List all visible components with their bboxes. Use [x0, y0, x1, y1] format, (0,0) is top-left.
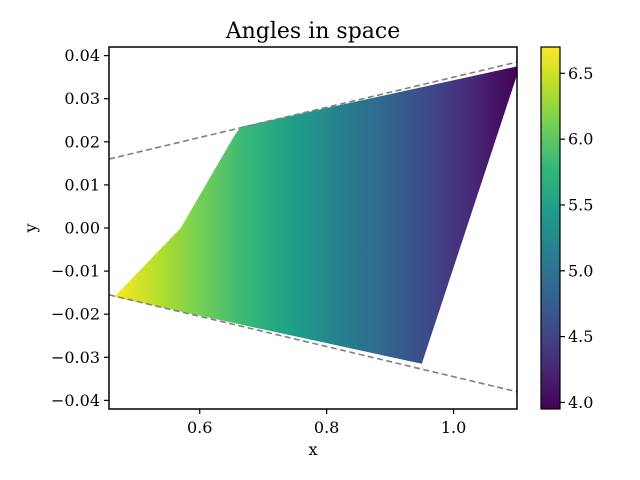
y-tick-label: 0.02 — [64, 132, 100, 151]
upper-boundary-dashed-line — [109, 61, 517, 160]
y-tick-label: 0.01 — [64, 175, 100, 194]
x-tick-label: 0.6 — [187, 418, 212, 437]
y-tick-label: 0.04 — [64, 46, 100, 65]
y-tick-label: −0.01 — [51, 262, 100, 281]
colorbar-tick-label: 5.5 — [568, 195, 593, 214]
lower-boundary-dashed-line — [109, 294, 517, 393]
colorbar-tick-label: 4.0 — [568, 393, 593, 412]
colorbar-tick-label: 5.0 — [568, 261, 593, 280]
heatmap-region — [114, 66, 517, 364]
y-axis-ticks: 0.04 0.03 0.02 0.01 0.00 −0.01 −0.02 −0.03 −0.04 — [51, 46, 109, 410]
x-axis-label: x — [308, 440, 317, 459]
y-tick-label: −0.04 — [51, 391, 100, 410]
x-tick-label: 1.0 — [441, 418, 466, 437]
y-tick-label: −0.02 — [51, 305, 100, 324]
colorbar-tick-label: 4.5 — [568, 327, 593, 346]
colorbar-tick-label: 6.5 — [568, 64, 593, 83]
dashed-boundary-lines — [109, 61, 517, 393]
chart-title: Angles in space — [225, 19, 401, 44]
plot-area — [108, 46, 518, 410]
y-tick-label: −0.03 — [51, 348, 100, 367]
colorbar-gradient — [540, 46, 561, 410]
x-axis-ticks: 0.6 0.8 1.0 — [187, 409, 466, 437]
y-tick-label: 0.00 — [64, 219, 100, 238]
colorbar-ticks: 4.0 4.5 5.0 5.5 6.0 6.5 — [560, 64, 593, 412]
colorbar-tick-label: 6.0 — [568, 130, 593, 149]
colorbar: 4.0 4.5 5.0 5.5 6.0 6.5 — [540, 46, 593, 412]
y-axis-label: y — [21, 223, 40, 233]
y-tick-label: 0.03 — [64, 89, 100, 108]
x-tick-label: 0.8 — [314, 418, 339, 437]
